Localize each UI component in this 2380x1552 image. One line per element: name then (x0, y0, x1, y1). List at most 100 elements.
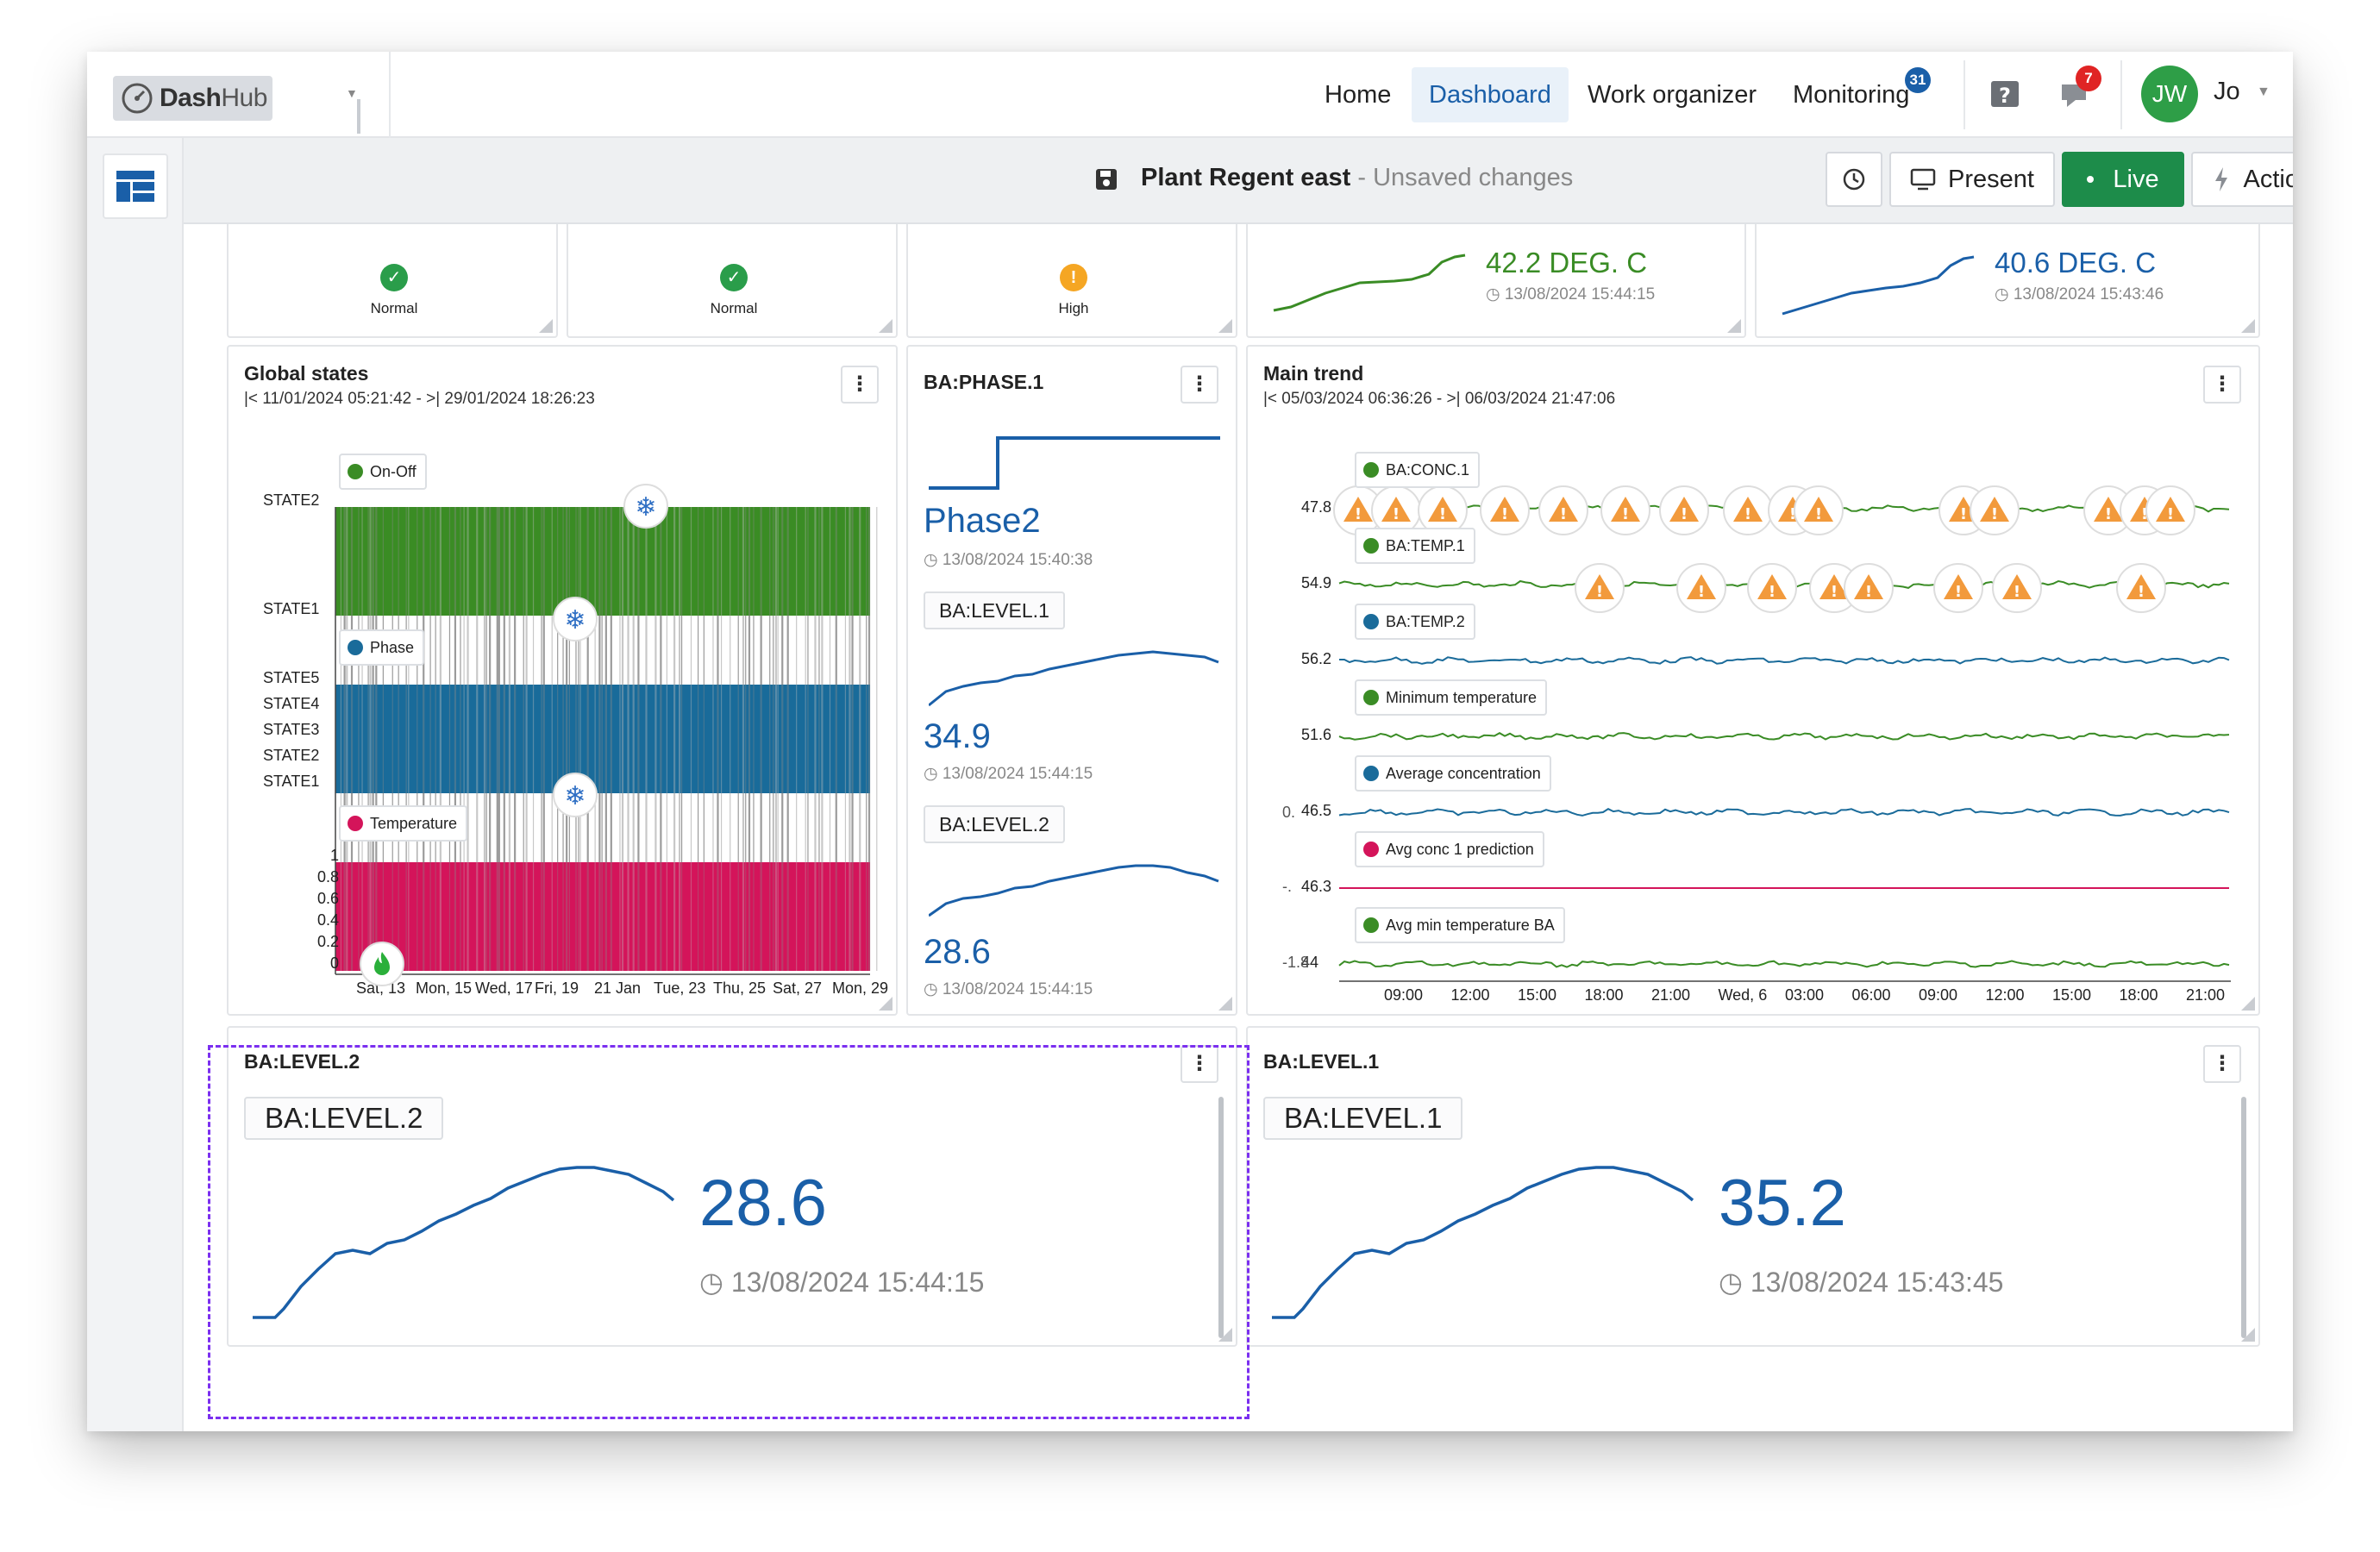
gauge-icon (122, 83, 153, 114)
x-tick-label: 12:00 (1450, 986, 1490, 1004)
legend-phase[interactable]: Phase (339, 629, 425, 666)
svg-text:!: ! (1622, 505, 1629, 523)
legend-on-off[interactable]: On-Off (339, 454, 427, 490)
card-scrollbar[interactable] (1218, 1097, 1224, 1338)
resize-handle[interactable] (1218, 1328, 1232, 1342)
help-icon[interactable]: ? (1988, 78, 2022, 112)
live-dot-icon (2087, 176, 2095, 183)
level1-big-time: 13/08/2024 15:43:45 (1750, 1267, 2004, 1298)
secondary-axis-value: -1.8 (1282, 954, 1310, 971)
card-title: BA:LEVEL.2 (244, 1050, 360, 1073)
legend-dot (348, 816, 363, 831)
x-tick-label: 09:00 (1384, 986, 1424, 1004)
actions-button[interactable]: Actions ▼ (2191, 152, 2293, 207)
status-card[interactable]: ✓ Normal (227, 224, 558, 338)
card-time-range: |< 05/03/2024 06:36:26 - >| 06/03/2024 2… (1263, 390, 1616, 408)
nav-work-organizer[interactable]: Work organizer (1588, 81, 1757, 109)
save-icon[interactable] (1094, 167, 1118, 191)
nav-dashboard[interactable]: Dashboard (1412, 67, 1569, 122)
on-off-tint (335, 507, 870, 616)
legend-series-chip[interactable]: Avg conc 1 prediction (1355, 831, 1544, 867)
user-name[interactable]: Jo (2214, 78, 2240, 105)
legend-series-chip[interactable]: Average concentration (1355, 755, 1551, 792)
x-tick-label: Thu, 25 (713, 979, 767, 997)
resize-handle[interactable] (1218, 997, 1232, 1011)
present-button[interactable]: Present (1889, 152, 2055, 207)
mini-trend-card[interactable]: 42.2 DEG. C ◷ 13/08/2024 15:44:15 (1246, 224, 1746, 338)
mini-trend-value: 40.6 DEG. C (1995, 247, 2157, 278)
nav-home[interactable]: Home (1325, 81, 1392, 109)
nav-monitoring[interactable]: Monitoring (1793, 81, 1910, 109)
notifications-icon[interactable] (2057, 78, 2091, 112)
legend-temperature[interactable]: Temperature (339, 805, 468, 842)
app-logo[interactable]: DashHub (113, 76, 272, 121)
x-tick-label: 15:00 (2052, 986, 2092, 1004)
card-menu-button[interactable]: ⋮ (2203, 366, 2241, 404)
resize-handle[interactable] (879, 319, 892, 333)
series-axis-value: 44 (1301, 954, 1319, 971)
x-tick-label: 18:00 (2119, 986, 2158, 1004)
user-avatar[interactable]: JW (2141, 66, 2198, 122)
resize-handle[interactable] (2241, 1328, 2255, 1342)
level1-card[interactable]: BA:LEVEL.1 ⋮ BA:LEVEL.1 35.2 ◷ 13/08/202… (1246, 1026, 2260, 1347)
level2-big-sparkline (253, 1166, 675, 1319)
level2-big-tag: BA:LEVEL.2 (244, 1097, 444, 1140)
flame-annotation-icon[interactable] (360, 942, 404, 986)
status-card[interactable]: ✓ Normal (567, 224, 898, 338)
resize-handle[interactable] (2241, 997, 2255, 1011)
user-menu-caret-icon[interactable]: ▼ (2257, 84, 2270, 99)
dashboard-layout-button[interactable] (103, 153, 168, 219)
card-menu-button[interactable]: ⋮ (1181, 1045, 1218, 1083)
legend-series-chip[interactable]: BA:TEMP.1 (1355, 528, 1475, 564)
logo-text-rest: Hub (221, 84, 267, 112)
legend-series-chip[interactable]: Avg min temperature BA (1355, 907, 1565, 943)
level2-card[interactable]: BA:LEVEL.2 ⋮ BA:LEVEL.2 28.6 ◷ 13/08/202… (227, 1026, 1237, 1347)
x-tick-label: 15:00 (1518, 986, 1557, 1004)
legend-series-chip[interactable]: BA:TEMP.2 (1355, 604, 1475, 640)
resize-handle[interactable] (1727, 319, 1741, 333)
resize-handle[interactable] (1218, 319, 1232, 333)
resize-handle[interactable] (2241, 319, 2255, 333)
card-menu-button[interactable]: ⋮ (1181, 366, 1218, 404)
legend-series-chip[interactable]: BA:CONC.1 (1355, 452, 1481, 488)
alarm-warning-icon: ! (2145, 485, 2195, 535)
phase-card[interactable]: BA:PHASE.1 ⋮ Phase2 ◷ 13/08/2024 15:40:3… (906, 345, 1237, 1016)
card-title: BA:PHASE.1 (924, 371, 1044, 393)
main-trend-card[interactable]: Main trend |< 05/03/2024 06:36:26 - >| 0… (1246, 345, 2260, 1016)
status-card[interactable]: ! High (906, 224, 1237, 338)
series-axis-value: 46.5 (1301, 802, 1332, 819)
x-tick-label: Wed, 17 (475, 979, 533, 997)
snowflake-annotation-icon: ❄ (553, 597, 598, 641)
resize-handle[interactable] (879, 997, 892, 1011)
monitoring-badge: 31 (1905, 67, 1931, 93)
logo-text-bold: Dash (160, 84, 222, 112)
card-menu-button[interactable]: ⋮ (2203, 1045, 2241, 1083)
y-label: STATE2 (263, 747, 320, 764)
alarm-warning-icon: ! (1723, 485, 1773, 535)
series-line (1338, 732, 2230, 741)
time-range-button[interactable] (1826, 152, 1882, 207)
svg-text:❄: ❄ (635, 492, 656, 523)
card-scrollbar[interactable] (2241, 1097, 2246, 1338)
logo-dropdown-caret-icon[interactable]: ▼ (346, 86, 358, 100)
live-button[interactable]: Live (2062, 152, 2184, 207)
x-tick-label: Sat, 27 (773, 979, 823, 997)
alarm-warning-icon: ! (1659, 485, 1709, 535)
legend-series-chip[interactable]: Minimum temperature (1355, 679, 1548, 716)
x-tick-label: 12:00 (1985, 986, 2025, 1004)
svg-text:!: ! (1865, 583, 1872, 601)
monitor-icon (1910, 168, 1936, 191)
mini-trend-card[interactable]: 40.6 DEG. C ◷ 13/08/2024 15:43:46 (1755, 224, 2260, 338)
series-line (1338, 960, 2230, 968)
resize-handle[interactable] (539, 319, 553, 333)
card-time-range: |< 11/01/2024 05:21:42 - >| 29/01/2024 1… (244, 390, 595, 408)
series-line (1338, 808, 2230, 817)
mini-trend-sparkline (1782, 255, 1975, 316)
level1-sparkline (929, 650, 1219, 707)
svg-text:!: ! (1831, 583, 1838, 601)
card-menu-button[interactable]: ⋮ (841, 366, 879, 404)
legend-dot (1363, 842, 1379, 857)
mini-trend-sparkline (1273, 253, 1466, 312)
global-states-card[interactable]: Global states |< 11/01/2024 05:21:42 - >… (227, 345, 898, 1016)
alarm-warning-icon: ! (1418, 485, 1468, 535)
